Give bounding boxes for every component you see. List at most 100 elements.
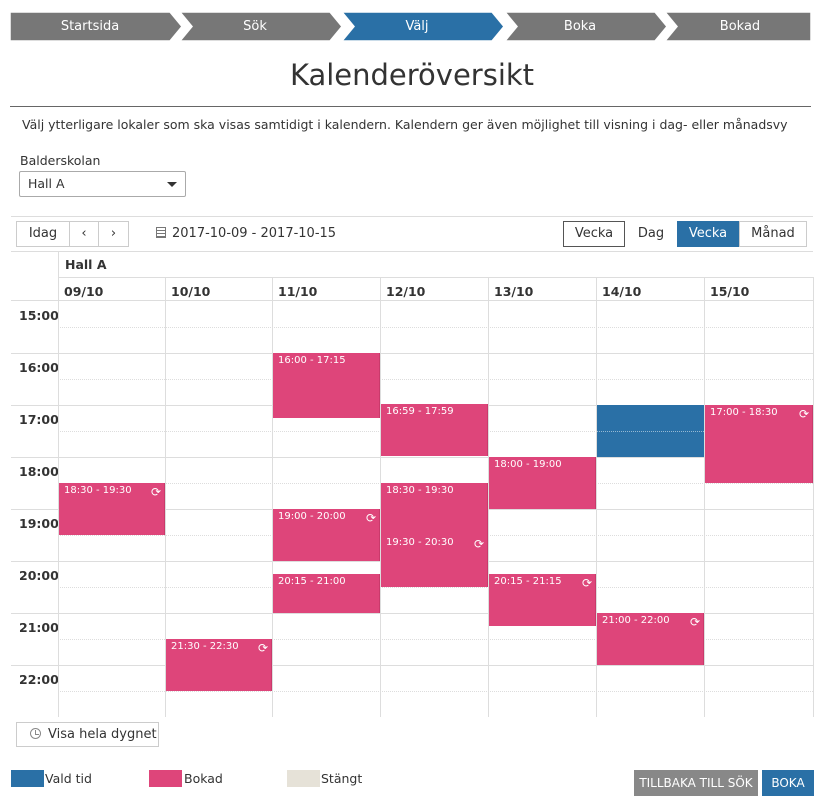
hour-label: 19:00 [19,516,59,531]
booking-event[interactable]: 21:30 - 22:30 ⟳ [166,639,272,691]
hour-label: 16:00 [19,360,59,375]
grid-half-line [58,691,813,692]
repeat-icon: ⟳ [365,511,376,525]
step-valj[interactable]: Välj [342,12,492,41]
booking-event[interactable]: 18:30 - 19:30 ⟳ [59,483,165,535]
booking-event[interactable]: 20:15 - 21:00 [273,574,380,613]
repeat-icon: ⟳ [473,537,484,551]
step-startsida[interactable]: Startsida [10,12,170,41]
step-sok[interactable]: Sök [180,12,330,41]
booking-event[interactable]: 19:30 - 20:30 ⟳ [381,535,488,587]
date-range-text: 2017-10-09 - 2017-10-15 [172,226,337,241]
repeat-icon: ⟳ [689,615,700,629]
stepper-background [10,12,811,41]
progress-stepper: Startsida Sök Välj Boka Bokad [10,12,811,41]
legend-swatch-booked [149,770,182,787]
room-column-header: Hall A [65,257,107,272]
event-time-label: 18:30 - 19:30 [64,485,132,496]
event-time-label: 21:00 - 22:00 [602,615,670,626]
grid-column-line [272,277,273,717]
grid-line [11,251,813,252]
intro-text: Välj ytterligare lokaler som ska visas s… [22,117,788,132]
selected-slot-divider [597,431,704,432]
toolbar-top-border [11,216,813,217]
step-label: Startsida [60,19,120,34]
grid-column-line [488,277,489,717]
day-header: 10/10 [171,284,211,299]
step-shape [341,12,505,41]
hour-label: 21:00 [19,620,59,635]
event-time-label: 17:00 - 18:30 [710,407,778,418]
view-vecka-option[interactable]: Vecka [563,221,625,247]
grid-column-line [596,277,597,717]
grid-line [11,457,813,458]
show-full-day-button[interactable]: Visa hela dygnet [16,722,159,747]
event-time-label: 20:15 - 21:00 [278,576,346,587]
repeat-icon: ⟳ [150,485,161,499]
step-label: Sök [243,19,267,34]
grid-half-line [58,327,813,328]
step-label: Bokad [719,19,761,34]
step-boka[interactable]: Boka [505,12,655,41]
event-time-label: 21:30 - 22:30 [171,641,239,652]
hour-label: 18:00 [19,464,59,479]
step-label: Välj [405,19,429,34]
booking-event[interactable]: 20:15 - 21:15 ⟳ [489,574,596,626]
legend-swatch-selected [11,770,44,787]
grid-half-line [58,587,813,588]
repeat-icon: ⟳ [581,576,592,590]
grid-line [11,353,813,354]
day-header: 12/10 [386,284,426,299]
booking-event[interactable]: 17:00 - 18:30 ⟳ [705,405,813,483]
repeat-icon: ⟳ [257,641,268,655]
legend-label-selected: Vald tid [45,771,92,786]
grid-line [11,613,813,614]
room-select-value: Hall A [28,176,65,191]
event-time-label: 20:15 - 21:15 [494,576,562,587]
date-range: 2017-10-09 - 2017-10-15 [156,226,336,241]
selected-time-slot[interactable] [597,405,704,457]
hour-label: 17:00 [19,412,59,427]
grid-column-line [704,277,705,717]
step-bokad[interactable]: Bokad [665,12,815,41]
calendar-icon [156,227,166,238]
clock-icon [30,728,41,739]
view-day-button[interactable]: Dag [625,221,677,247]
booking-event[interactable]: 18:30 - 19:30 [381,483,488,535]
hour-label: 20:00 [19,568,59,583]
event-time-label: 19:30 - 20:30 [386,537,454,548]
event-time-label: 16:00 - 17:15 [278,355,346,366]
booking-event[interactable]: 18:00 - 19:00 [489,457,596,509]
legend-label-closed: Stängt [321,771,363,786]
day-header: 15/10 [710,284,750,299]
booking-event[interactable]: 19:00 - 20:00 ⟳ [273,509,380,561]
grid-column-line [58,251,59,717]
booking-event[interactable]: 16:59 - 17:59 [381,404,488,457]
event-time-label: 18:30 - 19:30 [386,485,454,496]
facility-label: Balderskolan [20,153,101,168]
grid-line [11,300,813,301]
day-header: 09/10 [64,284,104,299]
calendar-toolbar: Idag ‹ › 2017-10-09 - 2017-10-15 Vecka D… [11,216,813,251]
title-divider [10,106,811,107]
day-header: 13/10 [494,284,534,299]
event-time-label: 19:00 - 20:00 [278,511,346,522]
hour-label: 22:00 [19,672,59,687]
back-to-search-button[interactable]: TILLBAKA TILL SÖK [634,770,758,796]
caret-down-icon [167,182,177,187]
booking-event[interactable]: 21:00 - 22:00 ⟳ [597,613,704,665]
day-header: 14/10 [602,284,642,299]
step-label: Boka [563,19,597,34]
book-button[interactable]: BOKA [762,770,814,796]
step-shape [664,12,811,41]
next-week-button[interactable]: › [98,221,129,247]
legend-label-booked: Bokad [184,771,223,786]
booking-event[interactable]: 16:00 - 17:15 [273,353,380,418]
today-button[interactable]: Idag [16,221,70,247]
prev-week-button[interactable]: ‹ [69,221,99,247]
view-week-button[interactable]: Vecka [677,221,739,247]
room-select[interactable]: Hall A [19,171,186,197]
grid-column-line [165,277,166,717]
view-month-button[interactable]: Månad [739,221,807,247]
grid-column-line [380,277,381,717]
